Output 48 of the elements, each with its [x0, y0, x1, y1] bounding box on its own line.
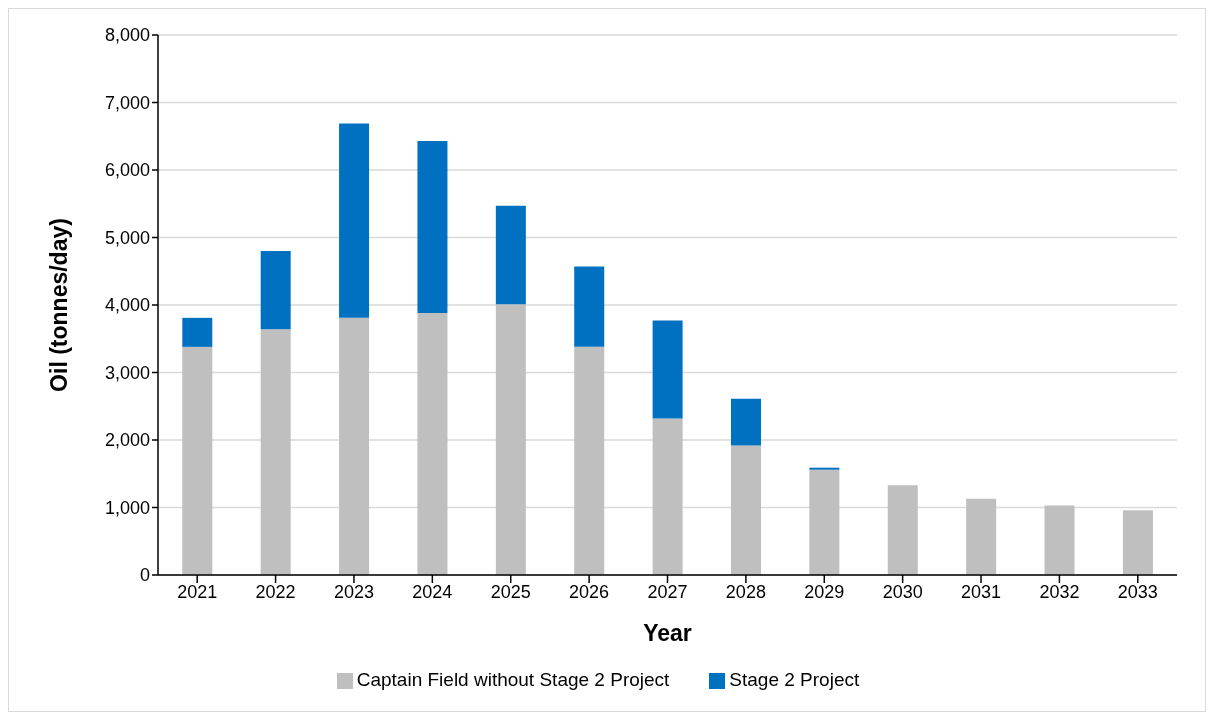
bar: [260, 251, 291, 330]
x-tick-label: 2024: [412, 581, 453, 602]
x-tick-label: 2029: [804, 581, 845, 602]
bar: [730, 445, 761, 575]
bar: [809, 469, 840, 575]
bar: [652, 320, 683, 419]
bar: [417, 313, 448, 575]
y-tick-label: 8,000: [104, 25, 150, 46]
y-tick-label: 4,000: [104, 295, 150, 316]
x-tick-label: 2027: [647, 581, 688, 602]
y-tick-label: 6,000: [104, 160, 150, 181]
bar: [730, 398, 761, 446]
legend-label: Stage 2 Project: [729, 669, 860, 690]
bar: [887, 485, 918, 575]
y-tick-label: 2,000: [104, 430, 150, 451]
y-tick-label: 5,000: [104, 227, 150, 248]
legend-label: Captain Field without Stage 2 Project: [356, 669, 670, 690]
x-tick-label: 2032: [1039, 581, 1080, 602]
y-tick-label: 1,000: [104, 497, 150, 518]
y-axis-title: Oil (tonnes/day): [46, 218, 73, 392]
bar: [417, 140, 448, 314]
bar: [574, 346, 605, 575]
bar: [809, 467, 840, 470]
bar: [339, 123, 370, 318]
x-tick-label: 2022: [255, 581, 296, 602]
x-tick-label: 2023: [333, 581, 374, 602]
x-tick-label: 2030: [882, 581, 923, 602]
bar: [574, 266, 605, 347]
bar: [182, 346, 213, 575]
x-tick-label: 2021: [177, 581, 218, 602]
x-tick-label: 2026: [569, 581, 610, 602]
x-tick-label: 2025: [490, 581, 531, 602]
x-tick-label: 2033: [1117, 581, 1158, 602]
x-tick-label: 2031: [961, 581, 1002, 602]
y-tick-label: 3,000: [104, 362, 150, 383]
bar: [182, 317, 213, 347]
bar: [495, 205, 526, 305]
x-axis-title: Year: [643, 620, 692, 646]
y-tick-label: 7,000: [104, 92, 150, 113]
bar: [339, 317, 370, 575]
y-tick-label: 0: [139, 565, 150, 586]
bar: [652, 418, 683, 575]
bar: [495, 304, 526, 575]
x-tick-label: 2028: [725, 581, 766, 602]
bar: [1122, 510, 1153, 575]
bar: [966, 498, 997, 575]
bar: [1044, 505, 1075, 575]
bar: [260, 329, 291, 575]
